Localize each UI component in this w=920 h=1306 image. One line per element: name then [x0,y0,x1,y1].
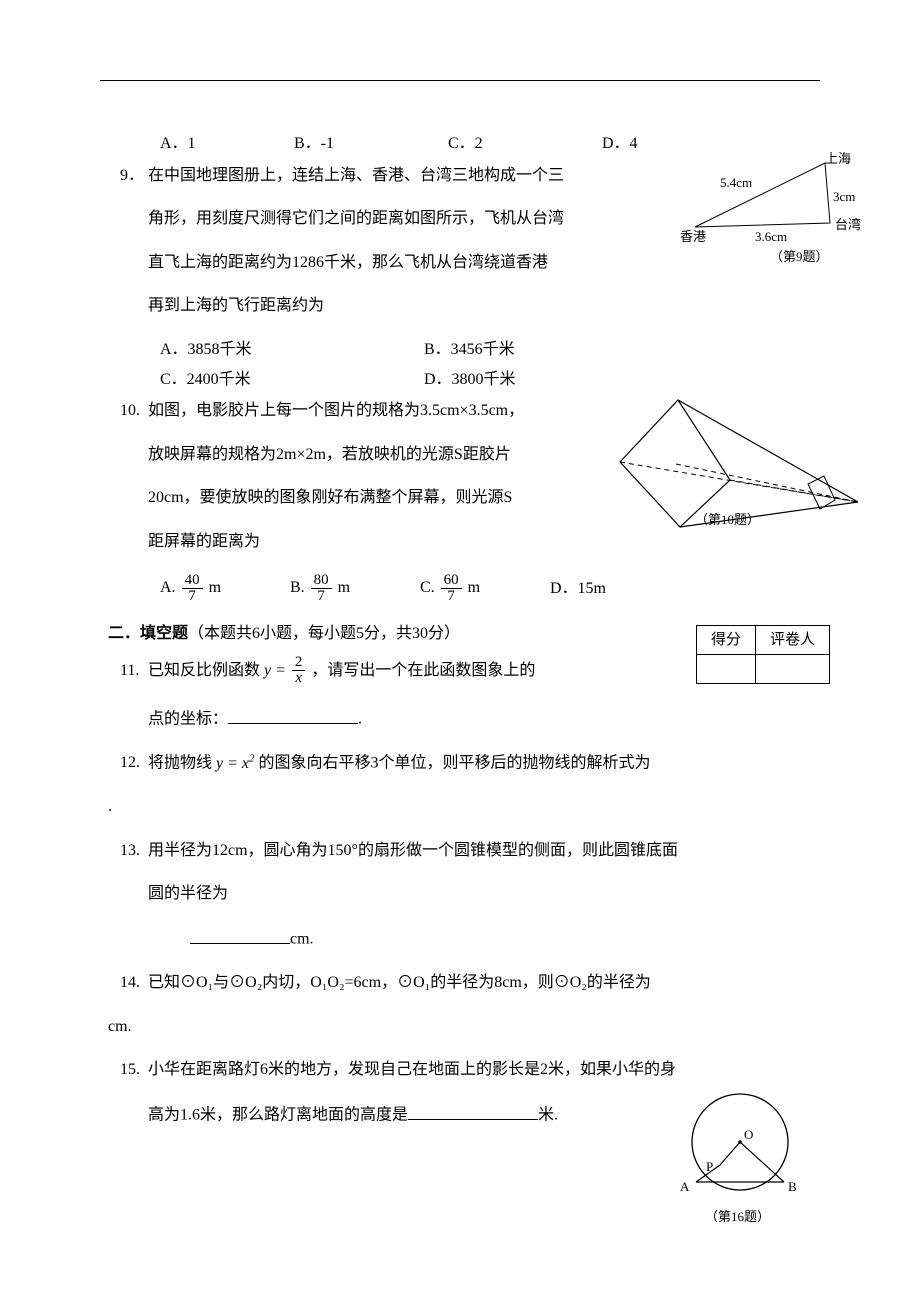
q11-line2b: . [358,711,362,728]
q8-options: A．1 B．-1 C．2 D．4 [160,131,860,157]
q15-num: 15. [120,1057,148,1083]
q9-opt-a: A．3858千米 [160,337,420,363]
q12-body: 将抛物线 y = x2 的图象向右平移3个单位，则平移后的抛物线的解析式为 [148,750,651,776]
q14-tail: cm. [108,1014,860,1040]
q9-text4: 再到上海的飞行距离约为 [148,293,860,319]
marker-cell [755,655,829,684]
q10-options: A. 407 m B. 807 m C. 607 m D．15m [160,573,860,606]
label-shanghai: 上海 [825,149,851,170]
q11-blank [228,705,358,724]
q13-num: 13. [120,838,148,864]
q10-a-pre: A. [160,575,176,601]
q9-caption: （第9题） [770,247,829,268]
q12-eq: y = x2 [216,755,255,772]
label-O: O [744,1125,753,1146]
top-rule [100,80,820,81]
score-table: 得分 评卷人 [696,625,830,684]
q11-line2a: 点的坐标： [148,711,228,728]
q15-line2b: 米. [538,1107,558,1124]
q9-opt-b: B．3456千米 [424,337,515,363]
q11-frac-num: 2 [292,655,306,672]
q10-caption: （第10题） [695,510,760,531]
label-d3: 3.6cm [755,227,787,248]
q9-opt-c: C．2400千米 [160,367,420,393]
q13-blank [190,925,290,944]
q10-opt-c: C. 607 m [420,573,550,606]
q11-line2: 点的坐标：. [148,705,860,732]
label-P: P [706,1157,713,1178]
q11-yeq: y = [264,662,286,679]
q12-tail: . [108,794,860,820]
q16-caption: （第16题） [705,1207,770,1228]
section2-title-b: 二．填空题 [108,625,188,642]
q10-b-pre: B. [290,575,305,601]
q15-line2a: 高为1.6米，那么路灯离地面的高度是 [148,1107,408,1124]
q10-opt-b: B. 807 m [290,573,420,606]
q10-text1: 如图，电影胶片上每一个图片的规格为3.5cm×3.5cm， [148,398,524,424]
q9-opt-d: D．3800千米 [424,367,516,393]
label-d1: 5.4cm [720,173,752,194]
q12-sup: 2 [249,752,255,764]
q12-b: 的图象向右平移3个单位，则平移后的抛物线的解析式为 [259,755,651,772]
q13-line2: 圆的半径为 [148,881,860,907]
label-taiwan: 台湾 [835,215,861,236]
q9-opts-cd: C．2400千米 D．3800千米 [160,367,860,393]
q8-opt-c: C．2 [448,131,598,157]
q13-text1: 用半径为12cm，圆心角为150°的扇形做一个圆锥模型的侧面，则此圆锥底面 [148,838,678,864]
q11-text-a: 已知反比例函数 [148,658,260,684]
q12-num: 12. [120,750,148,776]
q10-c-den: 7 [441,589,462,605]
q14-line: 14. 已知⊙O₁与⊙O₂内切，O₁O₂=6cm，⊙O₁的半径为8cm，则⊙O₂… [120,970,860,996]
q12-line: 12. 将抛物线 y = x2 的图象向右平移3个单位，则平移后的抛物线的解析式… [120,750,860,776]
q11-frac-den: x [292,671,306,687]
q15-line1: 15. 小华在距离路灯6米的地方，发现自己在地面上的影长是2米，如果小华的身 [120,1057,860,1083]
q15-text1: 小华在距离路灯6米的地方，发现自己在地面上的影长是2米，如果小华的身 [148,1057,676,1083]
q9-text1: 在中国地理图册上，连结上海、香港、台湾三地构成一个三 [148,163,564,189]
section2-title-rest: （本题共6小题，每小题5分，共30分） [188,625,460,642]
q10-c-num: 60 [441,573,462,590]
q10-c-pre: C. [420,575,435,601]
score-cell [696,655,755,684]
q10-num: 10. [120,398,148,424]
q10-opt-d: D．15m [550,576,606,602]
q9-opts-ab: A．3858千米 B．3456千米 [160,337,860,363]
q16-figure: O P A B （第16题） [660,1087,820,1237]
q14-text: 已知⊙O₁与⊙O₂内切，O₁O₂=6cm，⊙O₁的半径为8cm，则⊙O₂的半径为 [148,970,651,996]
q10-opt-a: A. 407 m [160,573,290,606]
label-A: A [680,1177,689,1198]
q13-blank-row: cm. [190,925,860,952]
q10-c-suf: m [468,575,480,601]
q13-unit: cm. [290,931,314,948]
q10-a-den: 7 [182,589,203,605]
q9-figure: 上海 台湾 香港 5.4cm 3cm 3.6cm （第9题） [660,155,870,265]
q10-figure: （第10题） [610,392,870,542]
q8-opt-a: A．1 [160,131,290,157]
q10-b-den: 7 [311,589,332,605]
label-d2: 3cm [833,187,855,208]
q10-a-suf: m [209,575,221,601]
q14-num: 14. [120,970,148,996]
q12-eq-t: y = x [216,755,249,772]
q8-opt-d: D．4 [602,131,638,157]
q10-a-num: 40 [182,573,203,590]
q15-blank [408,1101,538,1120]
q9-num: 9． [120,163,148,189]
score-head: 得分 [696,626,755,655]
q11-text-b: ，请写出一个在此函数图象上的 [311,658,535,684]
marker-head: 评卷人 [755,626,829,655]
q8-opt-b: B．-1 [294,131,444,157]
q10-b-suf: m [338,575,350,601]
q10-b-num: 80 [311,573,332,590]
label-B: B [788,1177,797,1198]
label-hongkong: 香港 [680,227,706,248]
q13-line1: 13. 用半径为12cm，圆心角为150°的扇形做一个圆锥模型的侧面，则此圆锥底… [120,838,860,864]
q12-a: 将抛物线 [148,755,212,772]
q11-num: 11. [120,658,148,684]
q11-eq: y = 2x [264,655,307,688]
